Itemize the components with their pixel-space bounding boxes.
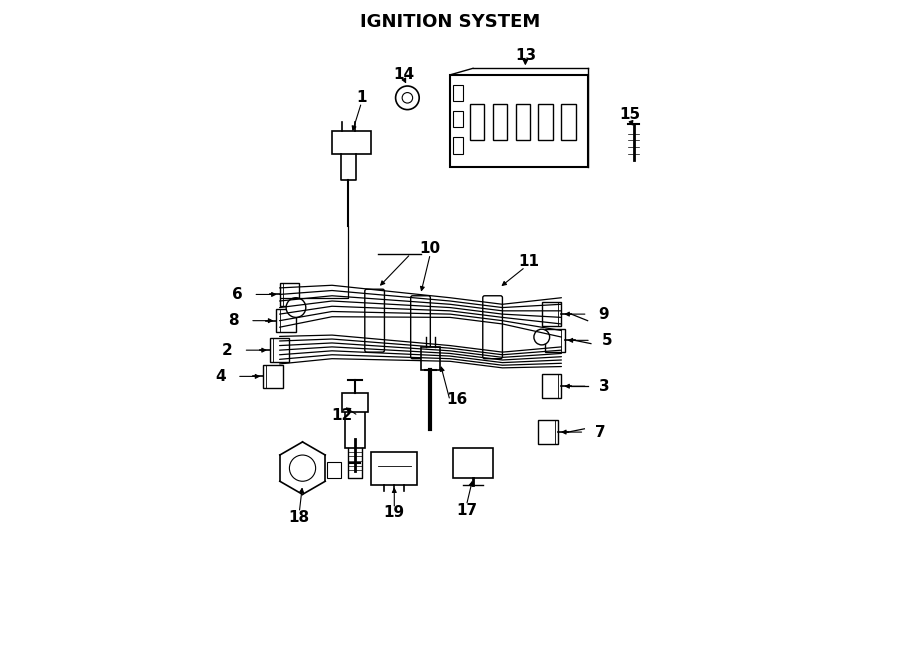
Text: 5: 5: [602, 333, 613, 348]
FancyBboxPatch shape: [562, 104, 576, 140]
Text: 8: 8: [229, 313, 239, 328]
FancyBboxPatch shape: [454, 85, 464, 101]
FancyBboxPatch shape: [342, 393, 368, 412]
FancyBboxPatch shape: [454, 137, 464, 153]
FancyBboxPatch shape: [276, 309, 296, 332]
Circle shape: [286, 297, 306, 317]
Circle shape: [290, 455, 316, 481]
FancyBboxPatch shape: [470, 104, 484, 140]
Text: 16: 16: [446, 392, 467, 407]
Text: 3: 3: [598, 379, 609, 394]
FancyBboxPatch shape: [332, 131, 372, 153]
FancyBboxPatch shape: [280, 283, 299, 306]
FancyBboxPatch shape: [454, 111, 464, 128]
FancyBboxPatch shape: [328, 461, 340, 478]
FancyBboxPatch shape: [492, 104, 507, 140]
FancyBboxPatch shape: [482, 295, 502, 359]
Text: 17: 17: [455, 503, 477, 518]
FancyBboxPatch shape: [263, 365, 283, 388]
Text: 1: 1: [356, 91, 367, 105]
Text: 6: 6: [231, 287, 242, 302]
Circle shape: [396, 86, 419, 110]
FancyBboxPatch shape: [364, 290, 384, 352]
FancyBboxPatch shape: [542, 302, 562, 326]
FancyBboxPatch shape: [410, 295, 430, 359]
Text: IGNITION SYSTEM: IGNITION SYSTEM: [360, 13, 540, 32]
FancyBboxPatch shape: [454, 448, 492, 478]
FancyBboxPatch shape: [545, 329, 564, 352]
Text: 9: 9: [598, 307, 609, 322]
Text: 7: 7: [596, 424, 606, 440]
FancyBboxPatch shape: [542, 374, 562, 398]
Text: 18: 18: [289, 510, 310, 525]
Text: 10: 10: [419, 241, 441, 256]
FancyBboxPatch shape: [450, 75, 588, 167]
Text: 2: 2: [221, 342, 232, 358]
Circle shape: [534, 329, 550, 345]
Text: 12: 12: [331, 408, 353, 423]
FancyBboxPatch shape: [345, 406, 364, 448]
FancyBboxPatch shape: [372, 451, 418, 485]
Circle shape: [402, 93, 412, 103]
Text: 11: 11: [518, 254, 539, 269]
Text: 15: 15: [620, 106, 641, 122]
Text: 19: 19: [383, 505, 405, 520]
Text: 14: 14: [393, 67, 415, 83]
Text: 4: 4: [215, 369, 226, 384]
FancyBboxPatch shape: [516, 104, 530, 140]
FancyBboxPatch shape: [538, 104, 553, 140]
FancyBboxPatch shape: [420, 347, 440, 369]
FancyBboxPatch shape: [270, 338, 290, 362]
FancyBboxPatch shape: [538, 420, 558, 444]
Text: 13: 13: [515, 48, 536, 63]
